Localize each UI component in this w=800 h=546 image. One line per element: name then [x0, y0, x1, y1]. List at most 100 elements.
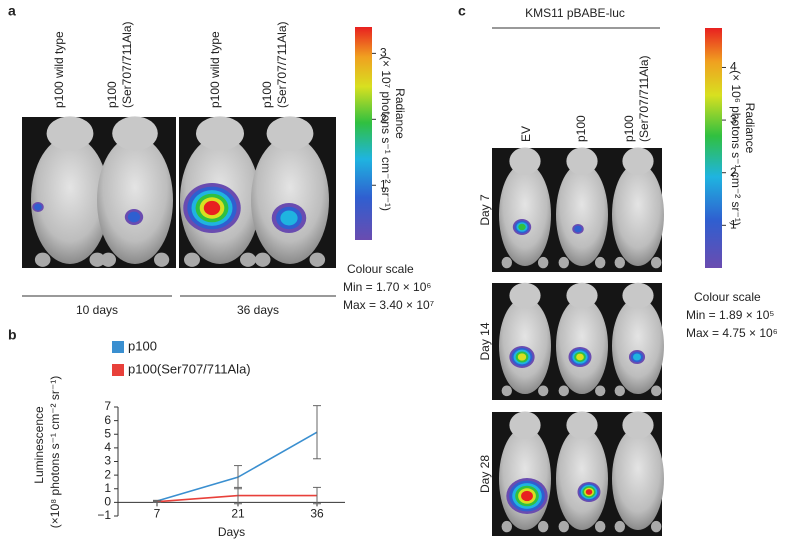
mouse-head [196, 116, 244, 151]
y-tick-label: 0 [104, 495, 111, 509]
row-label: Day 28 [478, 455, 492, 493]
mouse-leg [558, 520, 569, 533]
signal [521, 490, 533, 502]
colorbar-label: Radiance [743, 103, 757, 154]
mouse-leg [538, 385, 549, 397]
mouse-leg [651, 385, 662, 397]
tick-label: 2 [380, 111, 387, 125]
column-label: (Ser707/711Ala) [120, 22, 134, 109]
error-bar [153, 500, 161, 503]
signal [632, 353, 642, 361]
error-bar [313, 405, 321, 460]
column-label: p100 wild type [208, 31, 222, 108]
colorbar [355, 27, 372, 240]
column-label: EV [519, 126, 533, 142]
colour-scale-max: Max = 4.75 × 10⁶ [686, 326, 778, 340]
mouse-leg [595, 256, 606, 269]
colour-scale-max: Max = 3.40 × 10⁷ [343, 298, 434, 312]
legend-label: p100 [128, 338, 157, 353]
mouse-head [509, 411, 541, 439]
y-tick-label: 1 [104, 481, 111, 495]
tick-label: 4 [730, 60, 737, 74]
x-tick-label: 21 [231, 507, 245, 521]
column-label: p100 [622, 115, 636, 142]
mouse [97, 136, 173, 264]
mouse-head [566, 282, 598, 309]
mouse-leg [501, 385, 512, 397]
column-label: p100 [260, 81, 274, 108]
mouse [556, 297, 608, 394]
mouse-head [266, 116, 314, 151]
legend-swatch [112, 364, 124, 376]
legend-label: p100(Ser707/711Ala) [128, 361, 251, 376]
mouse-leg [614, 520, 625, 533]
mouse-head [509, 147, 541, 175]
mouse [556, 163, 608, 266]
mouse-leg [614, 256, 625, 269]
mouse [556, 427, 608, 530]
mouse-head [566, 147, 598, 175]
time-label: 10 days [76, 303, 118, 317]
signal [576, 353, 584, 361]
panel-title: KMS11 pBABE-luc [525, 6, 625, 20]
series-line [156, 431, 318, 502]
mouse-leg [154, 252, 170, 267]
column-label: p100 [574, 115, 588, 142]
tick-label: 1 [380, 177, 387, 191]
mouse-head [566, 411, 598, 439]
y-tick-label: 6 [104, 413, 111, 427]
x-tick-label: 36 [310, 507, 324, 521]
mouse [251, 136, 329, 264]
x-axis-label: Days [218, 525, 245, 539]
mouse-head [112, 116, 158, 151]
signal [203, 200, 221, 216]
y-tick-label: −1 [97, 508, 111, 522]
column-label: (Ser707/711Ala) [637, 56, 651, 143]
tick-label: 1 [730, 217, 737, 231]
mouse [499, 163, 551, 266]
colorbar-unit: (× 10⁷ photons s⁻¹ cm⁻² sr⁻¹) [379, 56, 393, 211]
y-tick-label: 4 [104, 440, 111, 454]
mouse-leg [558, 385, 569, 397]
y-tick-label: 2 [104, 467, 111, 481]
signal [585, 489, 593, 495]
colour-scale-min: Min = 1.89 × 10⁵ [686, 308, 774, 322]
colorbar [705, 28, 722, 268]
mouse-head [46, 116, 94, 151]
signal [280, 210, 298, 226]
y-tick-label: 5 [104, 426, 111, 440]
y-tick-label: 3 [104, 454, 111, 468]
colour-scale-min: Min = 1.70 × 10⁶ [343, 280, 431, 294]
mouse-leg [651, 520, 662, 533]
row-label: Day 7 [478, 194, 492, 226]
mouse-leg [595, 520, 606, 533]
mouse-leg [309, 252, 326, 267]
panel-label: c [458, 3, 466, 19]
mouse [612, 427, 664, 530]
mouse-head [509, 282, 541, 309]
error-bar [313, 486, 321, 505]
series-line [156, 494, 317, 503]
mouse [31, 136, 109, 264]
mouse-leg [184, 252, 200, 267]
mouse-leg [651, 256, 662, 269]
panel-label: b [8, 327, 17, 343]
legend-swatch [112, 341, 124, 353]
time-label: 36 days [237, 303, 279, 317]
signal [517, 353, 527, 361]
column-label: p100 wild type [52, 31, 66, 108]
tick-label: 3 [380, 46, 387, 60]
mouse-leg [240, 252, 256, 267]
signal [574, 225, 582, 233]
column-label: p100 [105, 81, 119, 108]
colorbar-unit: (× 10⁶ photons s⁻¹ cm⁻² sr⁻¹) [729, 70, 743, 226]
tick-label: 3 [730, 112, 737, 126]
mouse-leg [614, 385, 625, 397]
y-tick-label: 7 [104, 399, 111, 413]
colour-scale-title: Colour scale [347, 262, 414, 276]
mouse-leg [595, 385, 606, 397]
mouse-head [622, 411, 654, 439]
mouse-leg [538, 256, 549, 269]
mouse-leg [254, 252, 271, 267]
